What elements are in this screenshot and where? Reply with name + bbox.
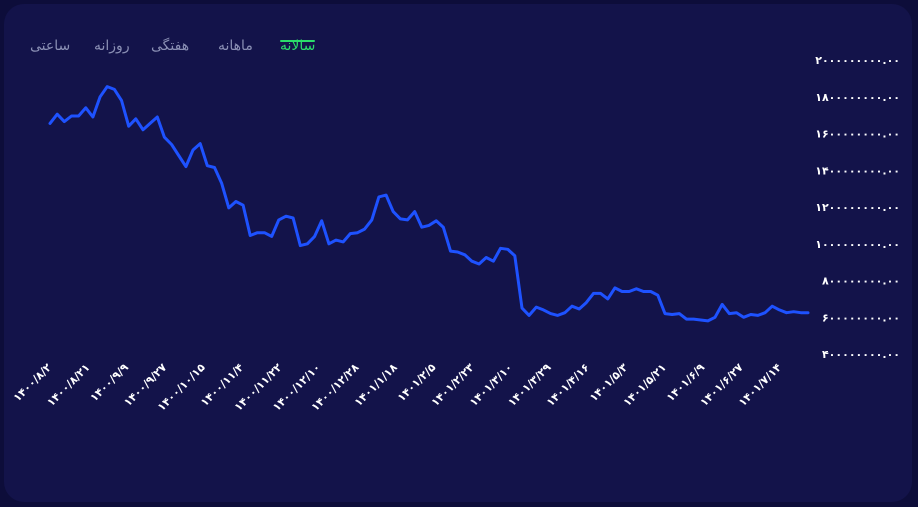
series-line	[48, 85, 810, 323]
series-group	[48, 85, 810, 323]
y-tick-label: ۱۲۰۰۰۰۰۰۰۰.۰۰	[815, 201, 900, 214]
tab-monthly[interactable]: ماهانه	[218, 38, 253, 54]
tab-weekly[interactable]: هفتگی	[151, 38, 190, 54]
y-axis: ۲۰۰۰۰۰۰۰۰۰.۰۰ ۱۸۰۰۰۰۰۰۰۰.۰۰ ۱۶۰۰۰۰۰۰۰۰.۰۰ ۱…	[815, 54, 900, 361]
y-tick-label: ۱۸۰۰۰۰۰۰۰۰.۰۰	[815, 91, 900, 104]
price-line-chart: ۲۰۰۰۰۰۰۰۰۰.۰۰ ۱۸۰۰۰۰۰۰۰۰.۰۰ ۱۶۰۰۰۰۰۰۰۰.۰۰ ۱…	[11, 54, 900, 414]
y-tick-label: ۲۰۰۰۰۰۰۰۰۰.۰۰	[815, 54, 900, 67]
y-tick-label: ۱۰۰۰۰۰۰۰۰۰.۰۰	[815, 238, 900, 251]
x-axis: ۱۴۰۰/۸/۲۱۴۰۰/۸/۲۱۱۴۰۰/۹/۹۱۴۰۰/۹/۲۷۱۴۰۰/۱…	[11, 361, 785, 414]
tab-yearly[interactable]: سالانه	[280, 38, 316, 54]
active-tab-indicator	[280, 40, 315, 42]
tab-hourly[interactable]: ساعتی	[30, 38, 71, 54]
y-tick-label: ۴۰۰۰۰۰۰۰۰.۰۰	[822, 348, 900, 361]
y-tick-label: ۱۶۰۰۰۰۰۰۰۰.۰۰	[815, 128, 900, 141]
y-tick-label: ۶۰۰۰۰۰۰۰۰.۰۰	[822, 311, 900, 324]
period-tabs: ساعتی روزانه هفتگی ماهانه سالانه	[4, 38, 334, 62]
chart-card: ساعتی روزانه هفتگی ماهانه سالانه ۲۰۰۰۰۰۰…	[4, 4, 912, 502]
tab-daily[interactable]: روزانه	[94, 38, 130, 54]
y-tick-label: ۱۴۰۰۰۰۰۰۰۰.۰۰	[815, 164, 900, 177]
y-tick-label: ۸۰۰۰۰۰۰۰۰.۰۰	[822, 275, 900, 288]
